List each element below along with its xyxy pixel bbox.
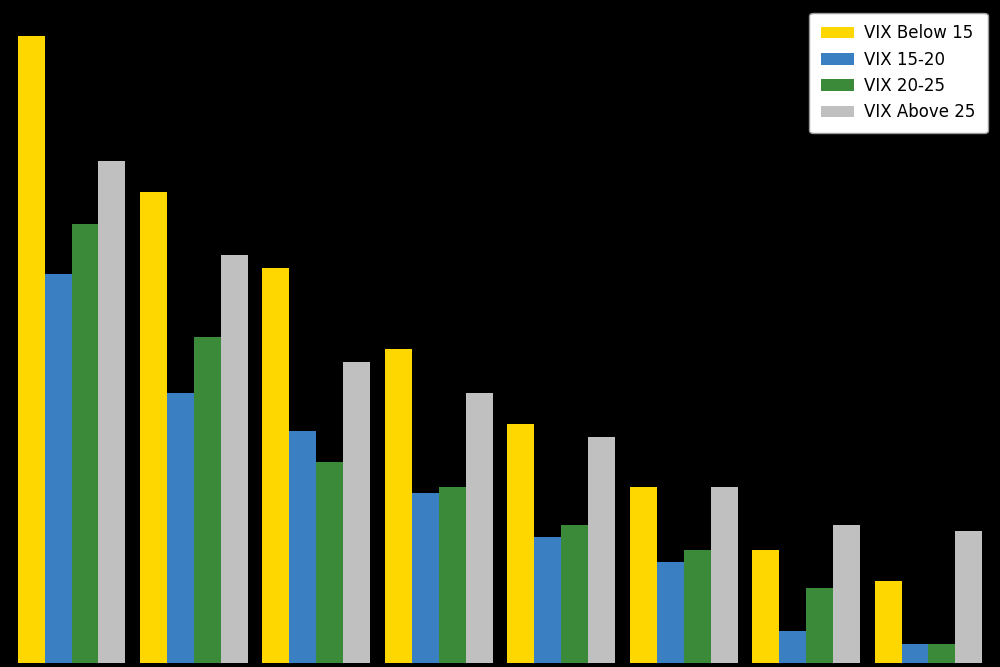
Bar bbox=[140, 192, 167, 663]
Bar bbox=[588, 437, 615, 663]
Bar bbox=[289, 431, 316, 663]
Bar bbox=[779, 632, 806, 663]
Bar bbox=[194, 337, 221, 663]
Bar bbox=[262, 267, 289, 663]
Bar bbox=[806, 588, 833, 663]
Bar bbox=[875, 581, 902, 663]
Bar bbox=[955, 531, 982, 663]
Bar bbox=[221, 255, 248, 663]
Bar bbox=[902, 644, 928, 663]
Bar bbox=[752, 550, 779, 663]
Bar bbox=[534, 538, 561, 663]
Bar bbox=[167, 393, 194, 663]
Bar bbox=[412, 494, 439, 663]
Bar bbox=[928, 644, 955, 663]
Bar bbox=[385, 350, 412, 663]
Bar bbox=[684, 550, 711, 663]
Bar bbox=[316, 462, 343, 663]
Bar bbox=[507, 424, 534, 663]
Bar bbox=[833, 525, 860, 663]
Bar bbox=[711, 487, 738, 663]
Bar bbox=[561, 525, 588, 663]
Bar bbox=[98, 161, 125, 663]
Bar bbox=[466, 393, 493, 663]
Bar bbox=[630, 487, 657, 663]
Bar bbox=[439, 487, 466, 663]
Bar bbox=[657, 562, 684, 663]
Bar bbox=[45, 274, 72, 663]
Legend: VIX Below 15, VIX 15-20, VIX 20-25, VIX Above 25: VIX Below 15, VIX 15-20, VIX 20-25, VIX … bbox=[809, 13, 988, 133]
Bar bbox=[18, 35, 45, 663]
Bar bbox=[343, 362, 370, 663]
Bar bbox=[72, 223, 98, 663]
